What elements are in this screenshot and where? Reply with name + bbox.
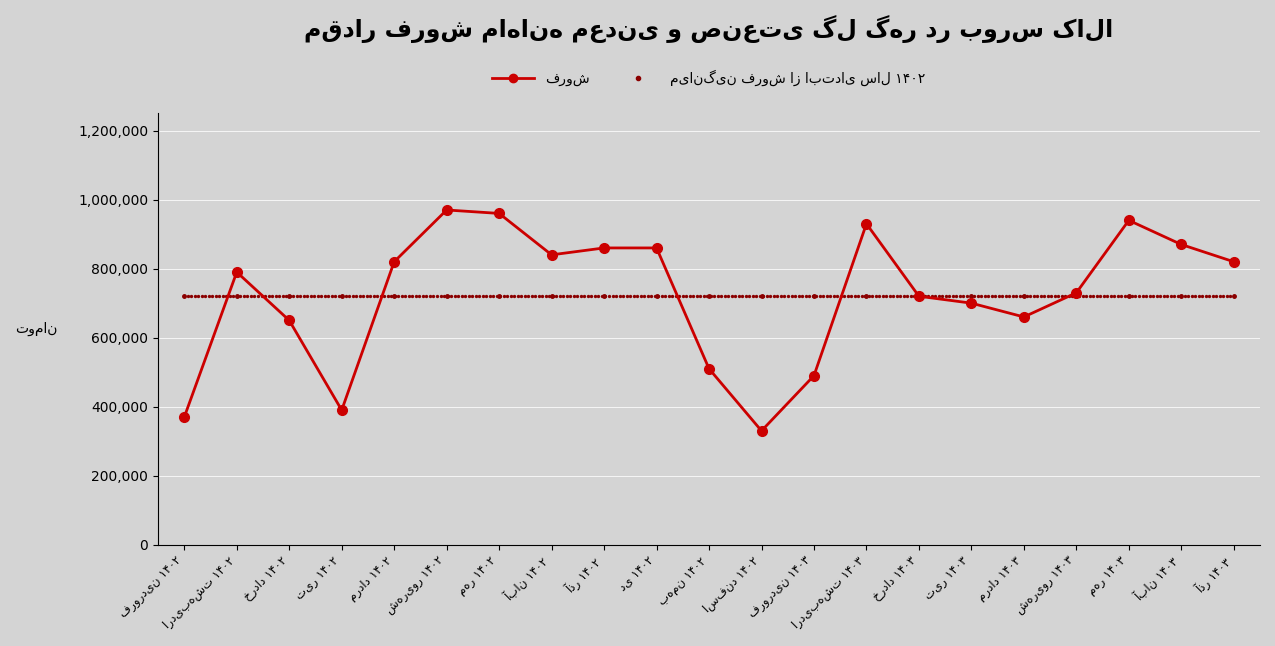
Legend: فروش, میانگین فروش از ابتدای سال ۱۴۰۲: فروش, میانگین فروش از ابتدای سال ۱۴۰۲ xyxy=(487,64,931,92)
Y-axis label: تومان: تومان xyxy=(15,322,57,336)
Title: مقدار فروش ماهانه معدنی و صنعتی گل گهر در بورس کالا: مقدار فروش ماهانه معدنی و صنعتی گل گهر د… xyxy=(305,15,1113,43)
